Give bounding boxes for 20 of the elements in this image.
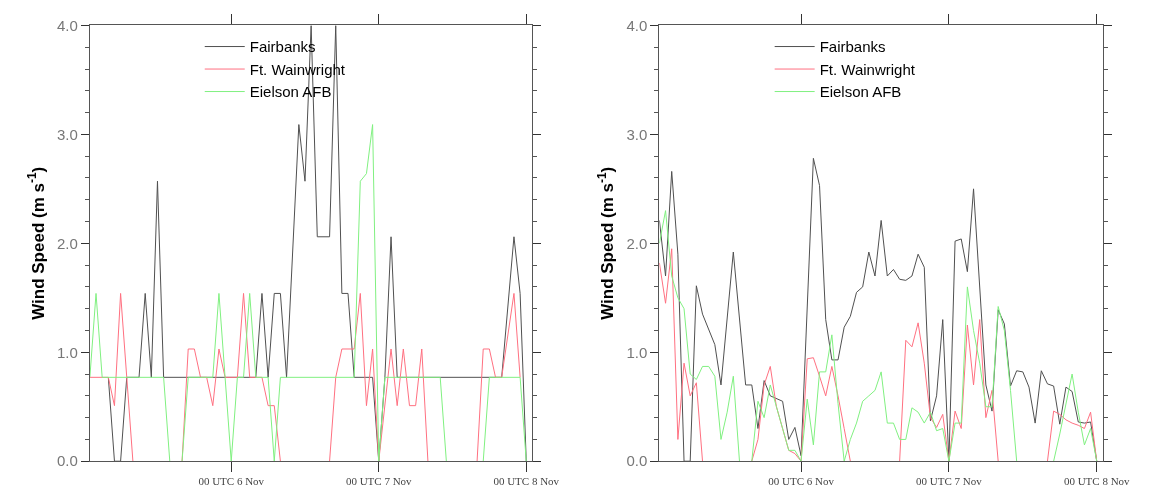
- y-tick-label: 4.0: [626, 16, 648, 34]
- y-tick-label: 0.0: [626, 452, 648, 470]
- y-tick-label: 4.0: [57, 16, 78, 34]
- legend-label: Ft. Wainwright: [819, 60, 916, 78]
- x-tick-label: 00 UTC 7 Nov: [916, 475, 983, 488]
- x-tick-label: 00 UTC 6 Nov: [768, 475, 835, 488]
- legend-label: Fairbanks: [819, 38, 886, 56]
- x-tick-label: 00 UTC 6 Nov: [198, 475, 265, 488]
- y-tick-label: 2.0: [626, 234, 648, 252]
- y-tick-label: 3.0: [626, 125, 648, 143]
- legend-label: Fairbanks: [249, 38, 316, 56]
- x-tick-label: 00 UTC 8 Nov: [493, 475, 560, 488]
- y-tick-label: 0.0: [57, 452, 78, 470]
- y-tick-label: 3.0: [57, 125, 78, 143]
- x-tick-label: 00 UTC 8 Nov: [1063, 475, 1131, 488]
- x-tick-label: 00 UTC 7 Nov: [345, 475, 413, 488]
- y-tick-label: 1.0: [57, 343, 78, 361]
- y-tick-label: 2.0: [57, 234, 78, 252]
- y-tick-label: 1.0: [626, 343, 648, 361]
- legend-label: Eielson AFB: [819, 83, 902, 101]
